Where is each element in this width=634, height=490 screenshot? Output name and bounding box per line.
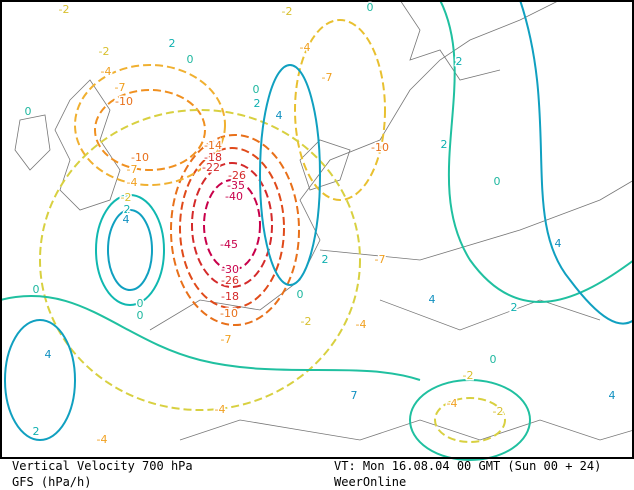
contour-label: -45 <box>220 238 238 251</box>
contour-label: -10 <box>131 151 149 164</box>
contour-label: -2 <box>301 315 312 328</box>
contour-label: 2 <box>33 425 40 438</box>
contour-label: 0 <box>137 297 144 310</box>
contour-label: 0 <box>297 288 304 301</box>
contour-label: 0 <box>25 105 32 118</box>
contour-label: -30 <box>221 263 239 276</box>
contour-label: -40 <box>225 190 243 203</box>
contour-label: -7 <box>375 253 386 266</box>
contour-label: -7 <box>322 71 333 84</box>
contour-label: 7 <box>351 389 358 402</box>
contour-label: -2 <box>282 5 293 18</box>
contour-label: -10 <box>220 307 238 320</box>
contour-label: -4 <box>215 403 226 416</box>
contour-label: 2 <box>124 203 131 216</box>
contour-label: 0 <box>490 353 497 366</box>
map-frame <box>0 0 634 459</box>
contour-label: 2 <box>169 37 176 50</box>
contour-label: -4 <box>356 318 367 331</box>
contour-label: -4 <box>97 433 108 446</box>
contour-label: -7 <box>221 333 232 346</box>
contour-label: -2 <box>493 405 504 418</box>
contour-label: -4 <box>127 176 138 189</box>
contours <box>0 0 634 461</box>
contour-label: 2 <box>456 55 463 68</box>
contour-label: -22 <box>202 161 220 174</box>
contour-label: 4 <box>429 293 436 306</box>
contour-label: -26 <box>221 274 239 287</box>
contour-label: -2 <box>99 45 110 58</box>
contour-label: 0 <box>253 83 260 96</box>
parameter: Vertical Velocity 700 hPa <box>12 459 193 473</box>
contour-label: -7 <box>127 163 138 176</box>
contour-label: 0 <box>187 53 194 66</box>
contour-label: -4 <box>101 65 112 78</box>
contour-label: -4 <box>300 41 311 54</box>
contour-label: 0 <box>367 1 374 14</box>
coastlines <box>14 0 634 441</box>
contour-label: -35 <box>227 179 245 192</box>
contour-label: -2 <box>59 3 70 16</box>
contour-label: -18 <box>204 151 222 164</box>
contour-label: -26 <box>228 169 246 182</box>
contour-label: 4 <box>276 109 283 122</box>
contour-label: -14 <box>204 139 222 152</box>
contour-label: 4 <box>123 213 130 226</box>
contour-label: 0 <box>494 175 501 188</box>
contour-label: 0 <box>33 283 40 296</box>
contour-label: -2 <box>121 191 132 204</box>
contour-label: 4 <box>609 389 616 402</box>
contour-labels: -220-2-4-7-10-2-4-7-100220024-14-18-22-2… <box>23 0 617 448</box>
contour-label: 0 <box>137 309 144 322</box>
contour-label: 4 <box>45 348 52 361</box>
source: WeerOnline <box>334 475 406 489</box>
contour-label: -10 <box>115 95 133 108</box>
contour-label: -4 <box>447 397 458 410</box>
contour-label: -2 <box>463 369 474 382</box>
contour-label: 2 <box>511 301 518 314</box>
contour-label: -18 <box>221 290 239 303</box>
contour-label: 2 <box>441 138 448 151</box>
contour-label: -10 <box>371 141 389 154</box>
contour-label: 2 <box>254 97 261 110</box>
contour-label: 2 <box>322 253 329 266</box>
model: GFS (hPa/h) <box>12 475 91 489</box>
contour-label: 4 <box>555 237 562 250</box>
contour-label: -7 <box>115 81 126 94</box>
valid-time: VT: Mon 16.08.04 00 GMT (Sun 00 + 24) <box>334 459 601 473</box>
